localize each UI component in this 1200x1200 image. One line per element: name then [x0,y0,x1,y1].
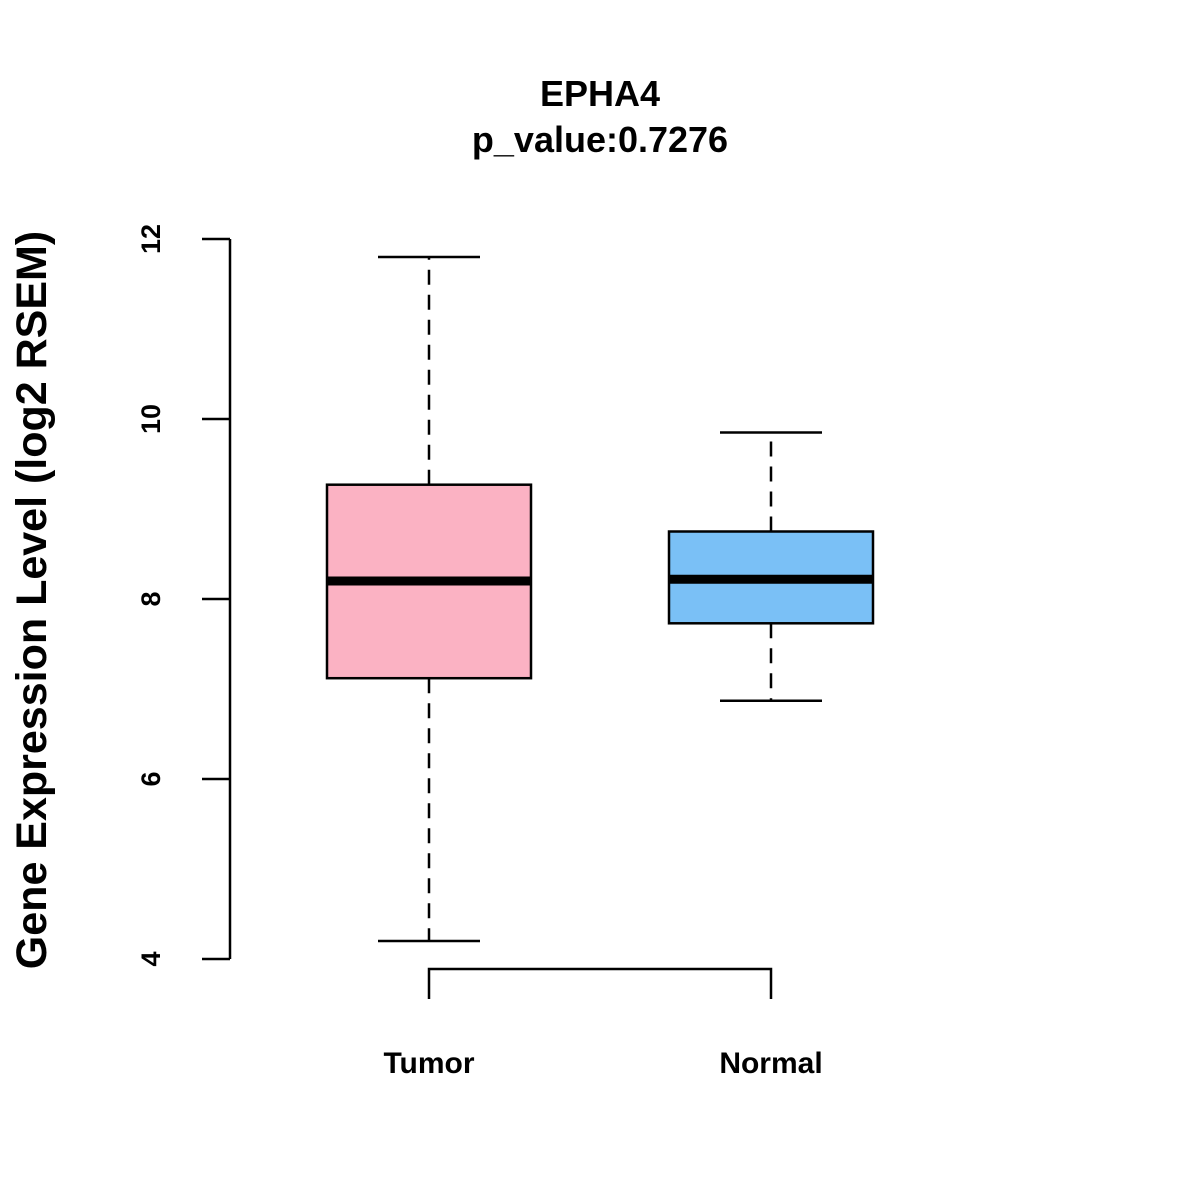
x-tick-label-tumor: Tumor [383,1047,474,1080]
y-axis-label: Gene Expression Level (log2 RSEM) [8,231,56,969]
y-tick-label: 8 [136,591,166,606]
y-tick-label: 4 [136,951,166,966]
box-group-normal [667,431,875,702]
chart-title: EPHA4 [540,73,660,114]
y-tick-label: 6 [136,771,166,786]
x-axis-labels: Tumor Normal [383,1047,822,1080]
y-tick-label: 10 [136,404,166,434]
x-tick-label-normal: Normal [719,1047,822,1080]
significance-bracket [427,967,773,999]
bracket-line [427,967,773,999]
y-tick-label: 12 [136,224,166,254]
box-group-tumor [325,255,533,943]
y-axis: 4 6 8 10 12 [136,224,232,967]
box-group-container [325,255,875,943]
chart-subtitle: p_value:0.7276 [472,119,728,160]
